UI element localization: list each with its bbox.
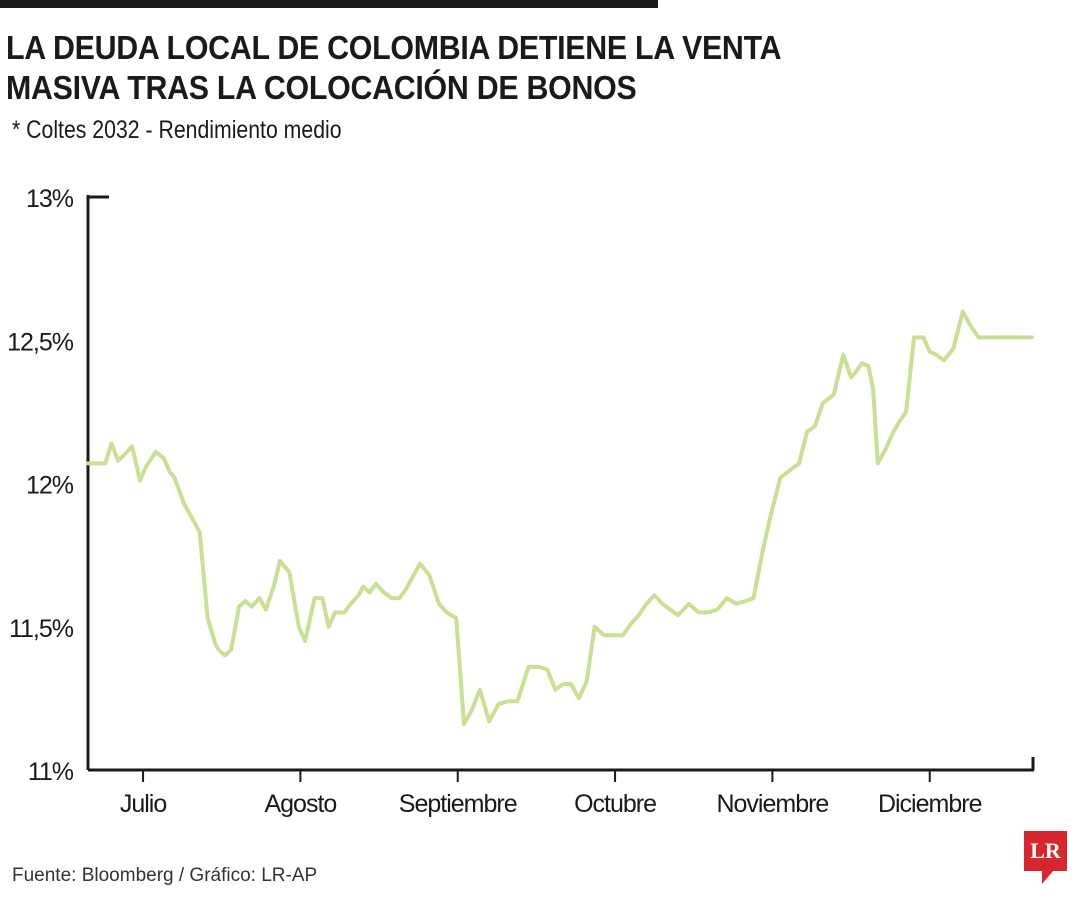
x-tick-label: Julio: [120, 790, 167, 818]
y-tick-label: 11,5%: [9, 615, 74, 643]
y-tick-label: 13%: [26, 185, 74, 213]
top-rule: [0, 0, 658, 8]
x-tick-label: Diciembre: [878, 790, 982, 818]
x-tick-label: Septiembre: [399, 790, 517, 818]
lr-logo: LR: [1024, 831, 1067, 871]
x-tick-label: Noviembre: [716, 790, 828, 818]
y-tick-label: 12%: [26, 472, 74, 500]
chart-title: LA DEUDA LOCAL DE COLOMBIA DETIENE LA VE…: [6, 28, 926, 108]
y-tick-label: 11%: [28, 758, 74, 786]
chart-title-line-2: MASIVA TRAS LA COLOCACIÓN DE BONOS: [6, 69, 637, 106]
series-line: [86, 309, 1034, 727]
chart-title-line-1: LA DEUDA LOCAL DE COLOMBIA DETIENE LA VE…: [6, 29, 782, 66]
x-tick-label: Octubre: [574, 790, 656, 818]
y-tick-label: 12,5%: [7, 328, 74, 356]
chart-subtitle: * Coltes 2032 - Rendimiento medio: [12, 116, 342, 144]
x-tick-label: Agosto: [264, 790, 336, 818]
lr-logo-tail: [1042, 870, 1054, 884]
source-credit: Fuente: Bloomberg / Gráfico: LR-AP: [12, 865, 318, 886]
